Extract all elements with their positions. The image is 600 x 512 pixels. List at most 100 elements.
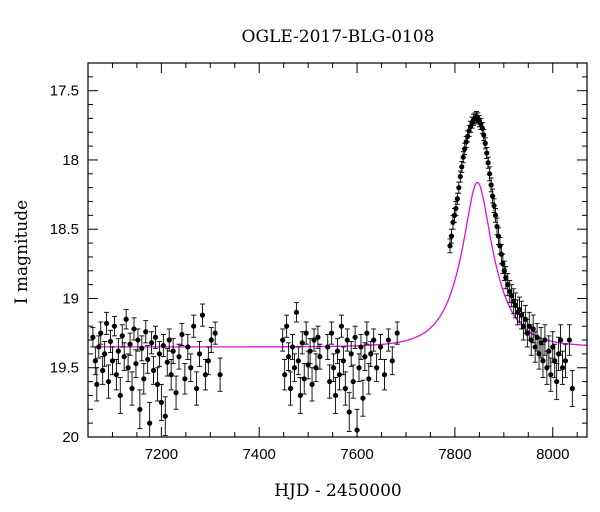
data-points bbox=[90, 111, 575, 438]
y-tick-label: 19 bbox=[62, 290, 79, 307]
point-marker bbox=[385, 337, 391, 343]
data-point bbox=[491, 198, 497, 214]
point-marker bbox=[546, 348, 552, 354]
point-marker bbox=[158, 399, 164, 405]
point-marker bbox=[491, 203, 497, 209]
data-point bbox=[485, 156, 491, 169]
data-point bbox=[141, 363, 147, 395]
data-point bbox=[554, 363, 560, 401]
point-marker bbox=[520, 323, 527, 329]
point-marker bbox=[311, 337, 317, 343]
point-marker bbox=[284, 323, 290, 329]
data-point bbox=[352, 325, 358, 349]
point-marker bbox=[348, 351, 354, 357]
model-curve bbox=[95, 181, 587, 348]
point-marker bbox=[301, 376, 307, 382]
point-marker bbox=[313, 365, 319, 371]
data-point bbox=[344, 328, 350, 352]
point-marker bbox=[293, 309, 300, 315]
point-marker bbox=[482, 140, 488, 146]
point-marker bbox=[346, 409, 352, 415]
point-marker bbox=[366, 376, 372, 382]
point-marker bbox=[196, 351, 203, 357]
data-point bbox=[107, 329, 114, 353]
point-marker bbox=[562, 358, 569, 364]
data-point bbox=[350, 364, 356, 399]
y-axis-label: I magnitude bbox=[12, 200, 32, 304]
point-marker bbox=[488, 182, 494, 188]
data-point bbox=[394, 321, 400, 345]
data-point bbox=[327, 364, 333, 399]
model-line bbox=[95, 181, 587, 348]
point-marker bbox=[291, 365, 298, 371]
point-marker bbox=[147, 420, 153, 426]
data-point bbox=[170, 338, 176, 365]
data-point bbox=[143, 320, 149, 344]
point-marker bbox=[540, 358, 546, 364]
point-marker bbox=[569, 385, 575, 392]
data-point bbox=[559, 350, 566, 385]
data-point bbox=[389, 346, 395, 376]
point-marker bbox=[340, 358, 346, 364]
data-point bbox=[315, 325, 321, 349]
y-tick-label: 18 bbox=[62, 152, 79, 169]
data-point bbox=[364, 321, 370, 345]
data-point bbox=[196, 340, 203, 367]
point-marker bbox=[307, 348, 313, 354]
point-marker bbox=[489, 193, 496, 199]
data-point bbox=[96, 335, 102, 359]
point-marker bbox=[315, 334, 321, 340]
point-marker bbox=[205, 358, 211, 364]
data-point bbox=[133, 349, 139, 378]
data-point bbox=[303, 321, 309, 345]
data-point bbox=[285, 342, 292, 371]
data-point bbox=[168, 358, 174, 391]
data-point bbox=[113, 358, 119, 391]
data-point bbox=[546, 335, 552, 367]
plot-border bbox=[87, 62, 588, 438]
point-marker bbox=[459, 164, 465, 170]
point-marker bbox=[182, 376, 188, 382]
point-marker bbox=[287, 385, 294, 392]
point-marker bbox=[141, 376, 147, 382]
point-marker bbox=[109, 358, 116, 364]
data-point bbox=[481, 129, 487, 142]
point-marker bbox=[148, 340, 155, 346]
point-marker bbox=[542, 337, 548, 343]
point-marker bbox=[202, 372, 209, 378]
point-marker bbox=[297, 392, 303, 399]
point-marker bbox=[309, 381, 315, 387]
data-point bbox=[366, 363, 372, 395]
x-axis-label: HJD - 2450000 bbox=[274, 481, 402, 501]
data-point bbox=[185, 334, 191, 360]
data-point bbox=[119, 324, 125, 348]
point-marker bbox=[368, 351, 374, 357]
point-marker bbox=[334, 348, 341, 354]
point-marker bbox=[448, 233, 455, 239]
point-marker bbox=[364, 330, 370, 336]
data-point bbox=[552, 343, 558, 378]
point-marker bbox=[332, 392, 339, 399]
data-point bbox=[160, 334, 166, 358]
point-marker bbox=[102, 351, 108, 357]
point-marker bbox=[356, 365, 362, 371]
point-marker bbox=[188, 365, 194, 371]
point-marker bbox=[374, 365, 380, 371]
data-point bbox=[173, 375, 179, 410]
point-marker bbox=[524, 330, 530, 336]
data-point bbox=[102, 340, 108, 367]
point-marker bbox=[528, 337, 534, 343]
point-marker bbox=[92, 358, 98, 364]
data-point bbox=[117, 376, 123, 414]
data-point bbox=[176, 343, 182, 370]
point-marker bbox=[139, 345, 145, 351]
point-marker bbox=[456, 185, 462, 191]
data-point bbox=[145, 345, 151, 374]
data-point bbox=[98, 321, 104, 345]
data-point bbox=[90, 327, 96, 348]
data-point bbox=[492, 207, 499, 223]
point-marker bbox=[282, 372, 288, 378]
point-marker bbox=[123, 316, 129, 322]
point-marker bbox=[516, 306, 523, 313]
data-point bbox=[346, 392, 352, 432]
